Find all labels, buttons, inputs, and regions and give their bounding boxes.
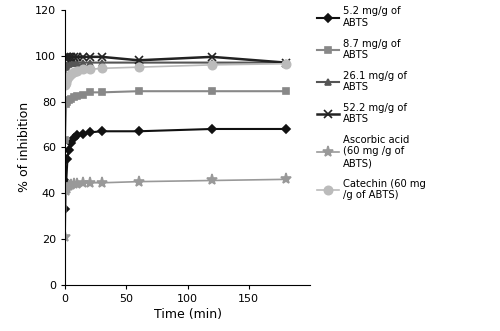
26.1 mg/g of
ABTS xyxy=(70,61,76,65)
8.7 mg/g of
ABTS xyxy=(86,90,92,94)
X-axis label: Time (min): Time (min) xyxy=(154,308,222,321)
Line: 52.2 mg/g of
ABTS: 52.2 mg/g of ABTS xyxy=(61,53,290,67)
26.1 mg/g of
ABTS xyxy=(209,61,215,65)
Catechin (60 mg
/g of ABTS) xyxy=(64,76,70,80)
Catechin (60 mg
/g of ABTS) xyxy=(68,72,74,76)
52.2 mg/g of
ABTS xyxy=(99,55,105,59)
8.7 mg/g of
ABTS xyxy=(66,98,71,102)
Catechin (60 mg
/g of ABTS) xyxy=(86,68,92,71)
Ascorbic acid
(60 mg /g of
ABTS) xyxy=(64,187,70,191)
Catechin (60 mg
/g of ABTS) xyxy=(99,66,105,70)
5.2 mg/g of
ABTS xyxy=(62,207,68,211)
Catechin (60 mg
/g of ABTS) xyxy=(63,81,69,85)
Ascorbic acid
(60 mg /g of
ABTS) xyxy=(80,181,86,185)
Catechin (60 mg
/g of ABTS) xyxy=(80,68,86,71)
26.1 mg/g of
ABTS xyxy=(80,61,86,65)
Line: Ascorbic acid
(60 mg /g of
ABTS): Ascorbic acid (60 mg /g of ABTS) xyxy=(60,174,291,242)
52.2 mg/g of
ABTS xyxy=(209,55,215,59)
26.1 mg/g of
ABTS xyxy=(68,61,74,65)
52.2 mg/g of
ABTS xyxy=(62,56,68,60)
Line: 5.2 mg/g of
ABTS: 5.2 mg/g of ABTS xyxy=(62,126,288,212)
5.2 mg/g of
ABTS xyxy=(282,127,288,131)
5.2 mg/g of
ABTS xyxy=(99,129,105,133)
26.1 mg/g of
ABTS xyxy=(99,61,105,65)
Ascorbic acid
(60 mg /g of
ABTS) xyxy=(66,184,71,188)
Ascorbic acid
(60 mg /g of
ABTS) xyxy=(209,178,215,182)
52.2 mg/g of
ABTS xyxy=(66,55,71,59)
8.7 mg/g of
ABTS xyxy=(63,102,69,106)
5.2 mg/g of
ABTS xyxy=(68,141,74,145)
52.2 mg/g of
ABTS xyxy=(63,55,69,59)
5.2 mg/g of
ABTS xyxy=(80,131,86,136)
52.2 mg/g of
ABTS xyxy=(70,55,76,59)
5.2 mg/g of
ABTS xyxy=(63,180,69,184)
Ascorbic acid
(60 mg /g of
ABTS) xyxy=(74,182,80,186)
Ascorbic acid
(60 mg /g of
ABTS) xyxy=(86,181,92,185)
26.1 mg/g of
ABTS xyxy=(62,72,68,76)
8.7 mg/g of
ABTS xyxy=(70,95,76,99)
52.2 mg/g of
ABTS xyxy=(86,55,92,59)
8.7 mg/g of
ABTS xyxy=(80,93,86,97)
5.2 mg/g of
ABTS xyxy=(209,127,215,131)
5.2 mg/g of
ABTS xyxy=(86,130,92,134)
Line: 8.7 mg/g of
ABTS: 8.7 mg/g of ABTS xyxy=(62,88,289,144)
Catechin (60 mg
/g of ABTS) xyxy=(282,62,288,66)
8.7 mg/g of
ABTS xyxy=(74,94,80,98)
26.1 mg/g of
ABTS xyxy=(64,63,70,67)
26.1 mg/g of
ABTS xyxy=(74,61,80,65)
Catechin (60 mg
/g of ABTS) xyxy=(62,83,68,87)
Legend: 5.2 mg/g of
ABTS, 8.7 mg/g of
ABTS, 26.1 mg/g of
ABTS, 52.2 mg/g of
ABTS, Ascorb: 5.2 mg/g of ABTS, 8.7 mg/g of ABTS, 26.1… xyxy=(315,4,428,202)
26.1 mg/g of
ABTS xyxy=(63,65,69,69)
26.1 mg/g of
ABTS xyxy=(136,61,141,65)
8.7 mg/g of
ABTS xyxy=(99,90,105,94)
5.2 mg/g of
ABTS xyxy=(64,157,70,161)
26.1 mg/g of
ABTS xyxy=(66,62,71,66)
Ascorbic acid
(60 mg /g of
ABTS) xyxy=(282,177,288,181)
52.2 mg/g of
ABTS xyxy=(136,58,141,62)
8.7 mg/g of
ABTS xyxy=(209,89,215,93)
Catechin (60 mg
/g of ABTS) xyxy=(136,65,141,69)
Y-axis label: % of inhibition: % of inhibition xyxy=(18,102,30,192)
52.2 mg/g of
ABTS xyxy=(80,55,86,59)
Catechin (60 mg
/g of ABTS) xyxy=(70,70,76,74)
5.2 mg/g of
ABTS xyxy=(74,133,80,137)
52.2 mg/g of
ABTS xyxy=(282,61,288,65)
Ascorbic acid
(60 mg /g of
ABTS) xyxy=(68,183,74,187)
52.2 mg/g of
ABTS xyxy=(64,55,70,59)
52.2 mg/g of
ABTS xyxy=(74,55,80,59)
8.7 mg/g of
ABTS xyxy=(136,89,141,93)
8.7 mg/g of
ABTS xyxy=(282,89,288,93)
5.2 mg/g of
ABTS xyxy=(136,129,141,133)
8.7 mg/g of
ABTS xyxy=(64,100,70,104)
26.1 mg/g of
ABTS xyxy=(282,61,288,65)
52.2 mg/g of
ABTS xyxy=(68,55,74,59)
8.7 mg/g of
ABTS xyxy=(68,97,74,101)
26.1 mg/g of
ABTS xyxy=(86,61,92,65)
Ascorbic acid
(60 mg /g of
ABTS) xyxy=(70,182,76,186)
Ascorbic acid
(60 mg /g of
ABTS) xyxy=(99,181,105,185)
Catechin (60 mg
/g of ABTS) xyxy=(209,63,215,67)
Ascorbic acid
(60 mg /g of
ABTS) xyxy=(136,180,141,184)
Line: Catechin (60 mg
/g of ABTS): Catechin (60 mg /g of ABTS) xyxy=(61,60,290,90)
8.7 mg/g of
ABTS xyxy=(62,138,68,142)
Catechin (60 mg
/g of ABTS) xyxy=(66,74,71,78)
Catechin (60 mg
/g of ABTS) xyxy=(74,69,80,72)
Line: 26.1 mg/g of
ABTS: 26.1 mg/g of ABTS xyxy=(62,59,289,77)
Ascorbic acid
(60 mg /g of
ABTS) xyxy=(62,235,68,239)
5.2 mg/g of
ABTS xyxy=(66,148,71,152)
5.2 mg/g of
ABTS xyxy=(70,136,76,140)
Ascorbic acid
(60 mg /g of
ABTS) xyxy=(63,189,69,193)
